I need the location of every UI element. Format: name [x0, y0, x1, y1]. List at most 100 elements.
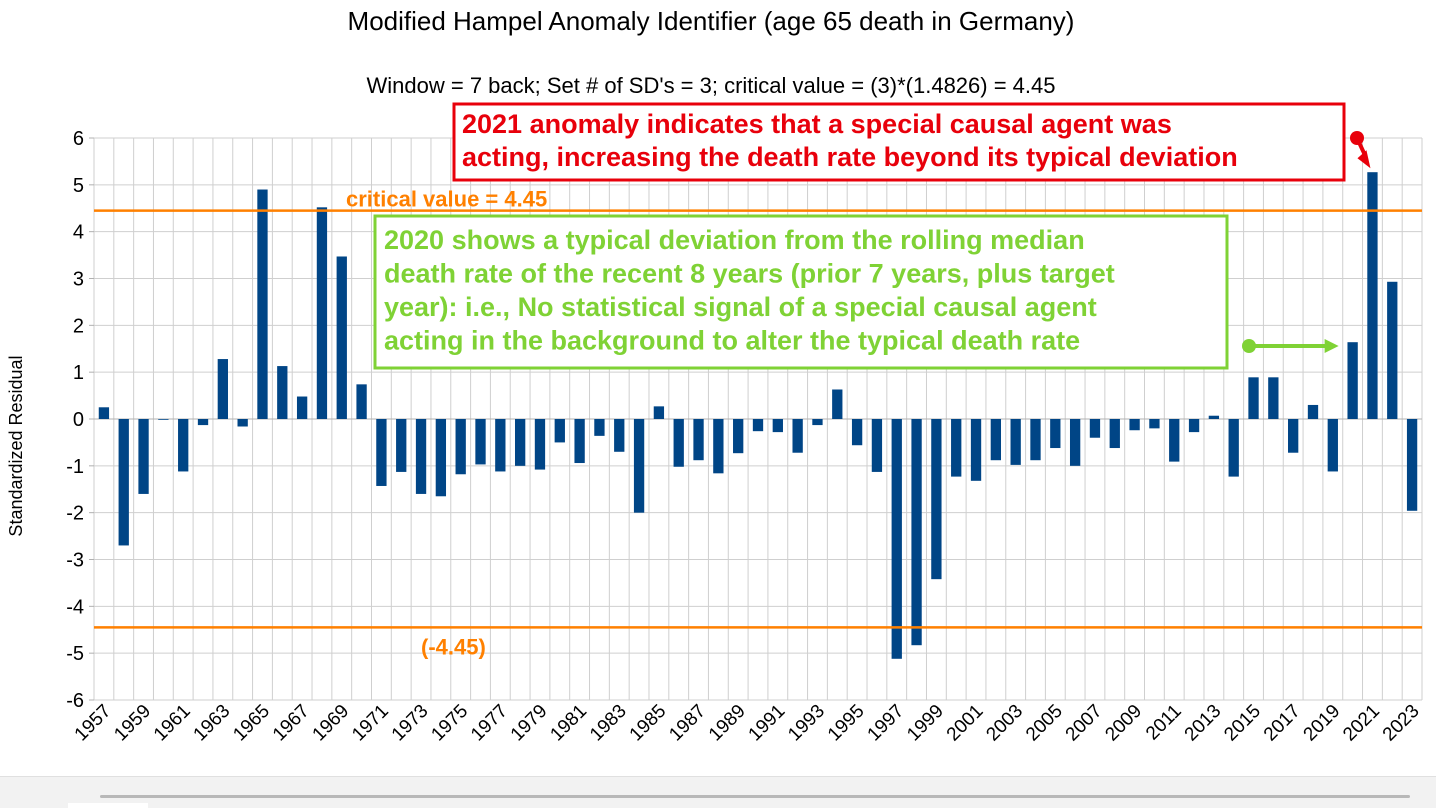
bar-1989 — [733, 419, 744, 454]
bar-2005 — [1050, 419, 1061, 449]
annotation-2021-text: acting, increasing the death rate beyond… — [462, 142, 1238, 172]
chart-subtitle: Window = 7 back; Set # of SD's = 3; crit… — [367, 73, 1056, 98]
y-tick-label: 2 — [73, 315, 84, 337]
bar-2019 — [1327, 419, 1338, 472]
x-tick-label: 1985 — [626, 701, 671, 746]
x-tick-label: 1961 — [150, 701, 195, 746]
bar-2023 — [1406, 419, 1418, 511]
bar-1995 — [851, 419, 863, 446]
y-tick-label: 6 — [73, 128, 84, 150]
bar-2008 — [1109, 419, 1120, 449]
bar-1966 — [277, 366, 288, 419]
y-tick-label: -1 — [66, 456, 84, 478]
y-tick-label: 4 — [73, 222, 84, 244]
bar-1969 — [336, 256, 347, 419]
y-tick-label: 3 — [73, 269, 84, 291]
annotation-2020-text: year): i.e., No statistical signal of a … — [384, 292, 1097, 322]
y-tick-label: 1 — [73, 362, 84, 384]
bar-1996 — [871, 419, 883, 472]
bar-1963 — [217, 359, 228, 419]
hampel-chart: 6 5 4 3 2 1 0 -1 -2 -3 -4 -5 -6 critical value = 4.45… — [6, 6, 1424, 746]
bar-1993 — [812, 419, 823, 426]
x-tick-label: 1993 — [784, 701, 829, 746]
x-tick-label: 1977 — [467, 701, 512, 746]
bar-2006 — [1069, 419, 1081, 466]
bar-1981 — [574, 419, 585, 464]
x-tick-label: 2001 — [943, 701, 988, 746]
bar-1984 — [633, 419, 645, 513]
y-tick-label: -2 — [66, 503, 84, 525]
y-tick-label: -3 — [66, 550, 84, 572]
y-tick-label: -5 — [66, 643, 84, 665]
bar-1959 — [138, 419, 149, 494]
bar-1977 — [495, 419, 506, 472]
bar-1964 — [237, 419, 248, 427]
annotation-2020-arrowhead — [1324, 339, 1339, 353]
x-tick-label: 2021 — [1339, 701, 1384, 746]
bar-1994 — [832, 389, 843, 419]
y-tick-label: -6 — [66, 690, 84, 712]
critical-lower-label: (-4.45) — [421, 634, 486, 659]
bar-2011 — [1169, 419, 1180, 462]
x-tick-label: 1997 — [864, 701, 909, 746]
bar-1974 — [435, 419, 447, 497]
bar-1999 — [931, 419, 942, 580]
bar-1983 — [614, 419, 625, 452]
x-tick-label: 1967 — [269, 701, 314, 746]
bar-2015 — [1248, 377, 1259, 419]
bar-1961 — [178, 419, 189, 472]
x-tick-label: 1965 — [229, 701, 274, 746]
y-tick-label: 5 — [73, 175, 84, 197]
x-tick-label: 1989 — [705, 701, 750, 746]
bar-1980 — [554, 419, 565, 443]
bar-2010 — [1149, 419, 1160, 429]
x-tick-label: 1981 — [546, 701, 591, 746]
bar-1971 — [376, 419, 387, 486]
bar-2002 — [990, 419, 1002, 461]
x-tick-label: 1975 — [427, 701, 472, 746]
bar-1978 — [514, 419, 526, 466]
bar-2012 — [1188, 419, 1200, 433]
x-tick-label: 2005 — [1022, 701, 1067, 746]
x-tick-label: 1983 — [586, 701, 631, 746]
bar-2001 — [970, 419, 982, 481]
annotation-2021-text: 2021 anomaly indicates that a special ca… — [462, 109, 1172, 139]
scrollbar-thumb[interactable] — [68, 803, 148, 808]
bar-2014 — [1228, 419, 1239, 477]
bar-2004 — [1030, 419, 1041, 461]
bar-1985 — [653, 406, 665, 419]
x-tick-label: 2011 — [1142, 701, 1186, 745]
bars — [98, 172, 1418, 659]
bar-2022 — [1387, 281, 1398, 419]
bar-1990 — [752, 419, 764, 432]
bar-2007 — [1089, 419, 1101, 438]
annotation-2020-box — [373, 214, 1229, 370]
x-tick-label: 1959 — [110, 701, 155, 746]
x-tick-label: 2019 — [1300, 701, 1345, 746]
bar-1991 — [772, 419, 783, 433]
bar-1997 — [891, 419, 902, 659]
bar-1968 — [316, 207, 328, 419]
bar-1975 — [455, 419, 466, 475]
x-tick-label: 1969 — [309, 701, 354, 746]
x-tick-label: 2013 — [1181, 701, 1226, 746]
scrollbar-track[interactable] — [100, 795, 1410, 798]
x-tick-label: 2009 — [1101, 701, 1146, 746]
annotation-2021-arrowhead — [1357, 150, 1371, 169]
bar-1986 — [673, 419, 684, 467]
x-tick-label: 1971 — [348, 701, 393, 746]
bar-2018 — [1307, 404, 1319, 419]
x-tick-label: 2017 — [1260, 701, 1305, 746]
x-tick-label: 1973 — [388, 701, 433, 746]
bar-1979 — [534, 419, 546, 470]
horizontal-scrollbar[interactable] — [0, 776, 1436, 808]
annotation-2021-box — [452, 102, 1346, 182]
bar-1987 — [693, 419, 704, 461]
bar-1970 — [356, 384, 367, 419]
bar-1967 — [296, 396, 308, 419]
x-tick-label: 2007 — [1062, 701, 1107, 746]
bar-1957 — [98, 407, 110, 419]
x-tick-label: 1987 — [665, 701, 710, 746]
x-tick-label: 2023 — [1379, 701, 1424, 746]
bar-2021 — [1367, 172, 1378, 419]
